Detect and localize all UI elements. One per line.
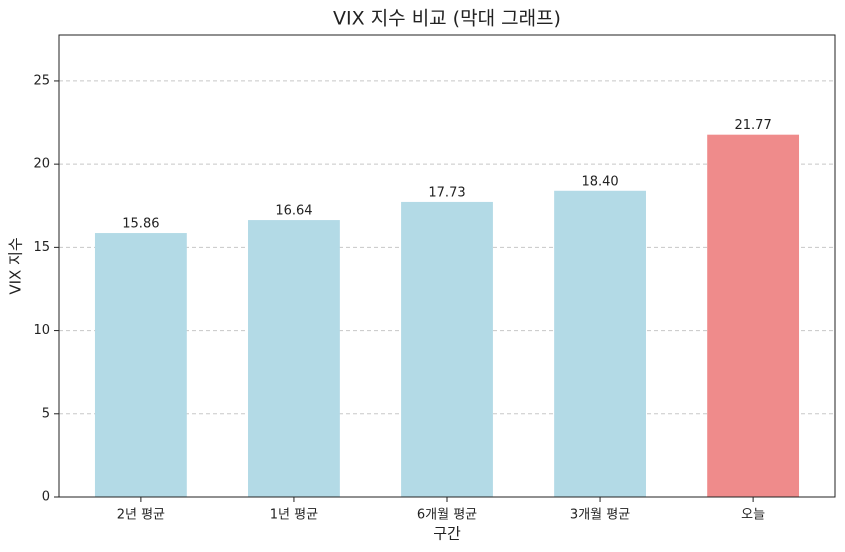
x-tick-label: 3개월 평균 [570,508,630,523]
bar [554,190,646,498]
data-label: 15.86 [122,217,159,232]
x-tick-label: 6개월 평균 [417,508,477,523]
data-label: 16.64 [275,204,312,219]
x-axis-label: 구간 [433,525,461,543]
x-tick-label: 1년 평균 [270,508,318,523]
y-tick-label: 15 [33,240,50,255]
y-tick-label: 10 [33,323,50,338]
data-label: 18.40 [581,174,618,189]
plot-frame [58,34,836,498]
bar [94,233,187,497]
bar [248,220,340,497]
y-axis-label: VIX 지수 [7,237,25,294]
data-label: 17.73 [428,185,465,200]
y-tick-label: 0 [42,490,50,505]
chart-title: VIX 지수 비교 (막대 그래프) [333,8,561,30]
x-tick-label: 오늘 [741,508,765,523]
bar [401,201,493,498]
y-tick-label: 25 [33,73,50,88]
y-tick-label: 5 [42,406,50,421]
bar [707,134,800,497]
y-tick-label: 20 [33,157,50,172]
data-label: 21.77 [735,118,772,133]
x-tick-label: 2년 평균 [117,508,165,523]
